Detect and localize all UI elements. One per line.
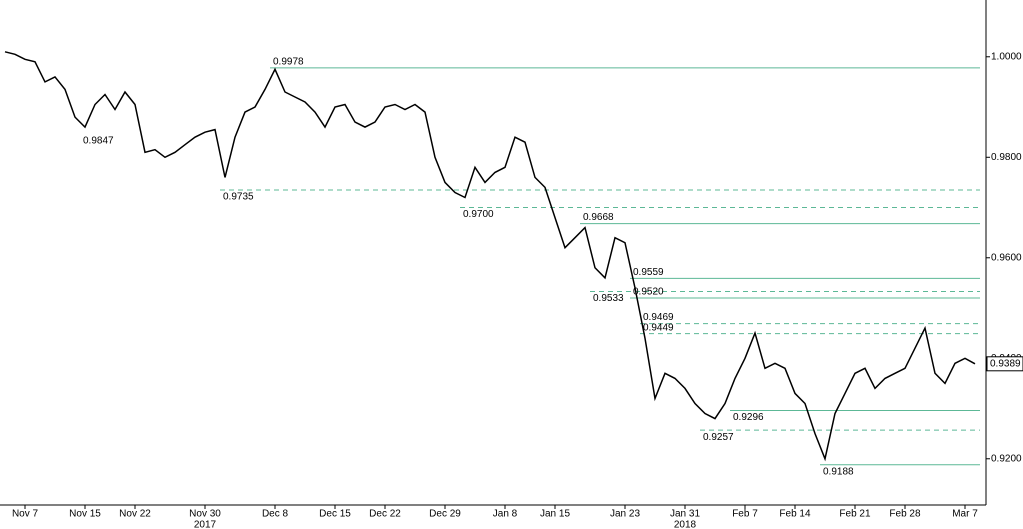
- level-label: 0.9847: [83, 135, 114, 146]
- year-label: 2017: [194, 520, 217, 529]
- last-price-box: [986, 356, 1023, 372]
- x-tick-label: Nov 22: [119, 509, 151, 520]
- x-tick-label: Dec 8: [262, 509, 289, 520]
- level-label: 0.9978: [273, 56, 304, 67]
- level-label: 0.9668: [583, 212, 614, 223]
- x-tick-label: Feb 7: [732, 509, 758, 520]
- x-tick-label: Feb 14: [779, 509, 811, 520]
- x-tick-label: Dec 15: [319, 509, 351, 520]
- x-tick-label: Dec 22: [369, 509, 401, 520]
- level-label: 0.9700: [463, 209, 494, 220]
- x-tick-label: Feb 28: [889, 509, 921, 520]
- level-label: 0.9559: [633, 267, 664, 278]
- y-tick-label: 0.9800: [991, 152, 1022, 163]
- level-label: 0.9533: [593, 293, 624, 304]
- x-tick-label: Nov 30: [189, 509, 221, 520]
- y-tick-label: 0.9600: [991, 252, 1022, 263]
- level-label: 0.9469: [643, 312, 674, 323]
- last-price-label: 0.9389: [990, 358, 1021, 369]
- price-line: [4, 51, 976, 462]
- level-label: 0.9257: [703, 432, 734, 443]
- y-tick-label: 1.0000: [991, 51, 1022, 62]
- year-label: 2018: [674, 520, 697, 529]
- level-label: 0.9188: [823, 466, 854, 477]
- x-tick-label: Jan 8: [493, 509, 518, 520]
- level-label: 0.9520: [633, 287, 664, 298]
- x-tick-label: Jan 15: [540, 509, 570, 520]
- level-label: 0.9735: [223, 192, 254, 203]
- x-tick-label: Nov 15: [69, 509, 101, 520]
- x-tick-label: Jan 31: [670, 509, 700, 520]
- x-tick-label: Jan 23: [610, 509, 640, 520]
- x-tick-label: Nov 7: [12, 509, 39, 520]
- x-tick-label: Dec 29: [429, 509, 461, 520]
- y-tick-label: 0.9200: [991, 453, 1022, 464]
- level-label: 0.9449: [643, 322, 674, 333]
- x-tick-label: Feb 21: [839, 509, 871, 520]
- x-tick-label: Mar 7: [952, 509, 978, 520]
- level-label: 0.9296: [733, 412, 764, 423]
